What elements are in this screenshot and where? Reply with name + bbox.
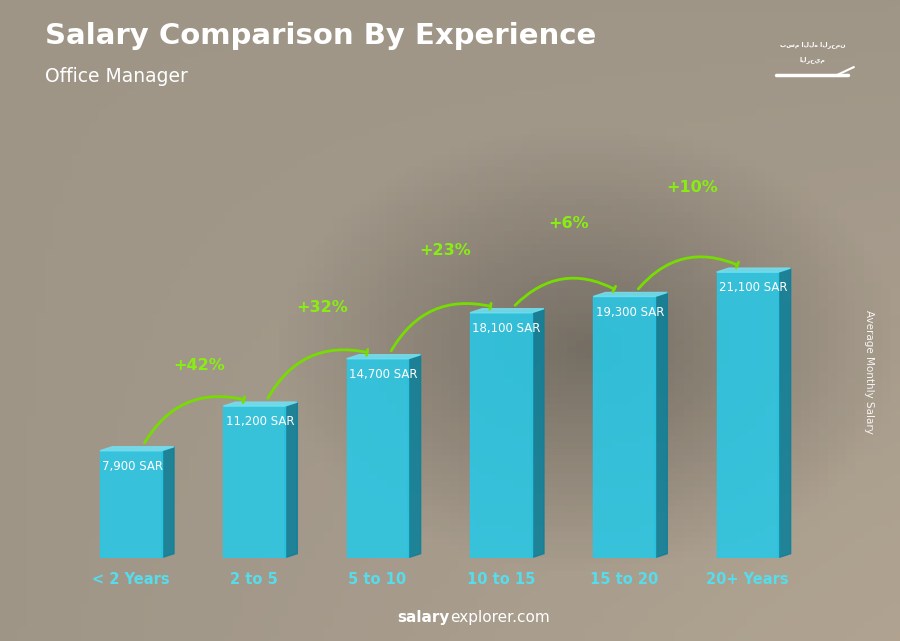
Polygon shape — [778, 268, 790, 558]
Polygon shape — [593, 297, 655, 558]
Text: Salary Comparison By Experience: Salary Comparison By Experience — [45, 22, 596, 51]
Text: بسم الله الرحمن: بسم الله الرحمن — [779, 42, 845, 49]
Text: +10%: +10% — [666, 180, 718, 196]
Polygon shape — [100, 451, 162, 558]
Polygon shape — [223, 402, 297, 406]
Text: +32%: +32% — [296, 300, 348, 315]
Polygon shape — [162, 447, 174, 558]
Polygon shape — [285, 402, 297, 558]
Polygon shape — [655, 292, 667, 558]
Text: 18,100 SAR: 18,100 SAR — [472, 322, 541, 335]
Text: 11,200 SAR: 11,200 SAR — [226, 415, 294, 428]
Text: +23%: +23% — [419, 243, 472, 258]
Polygon shape — [346, 354, 420, 359]
Polygon shape — [409, 354, 420, 558]
Polygon shape — [470, 309, 544, 313]
Polygon shape — [593, 292, 667, 297]
Text: الرحيم: الرحيم — [799, 56, 825, 63]
Text: 7,900 SAR: 7,900 SAR — [103, 460, 164, 473]
Text: Office Manager: Office Manager — [45, 67, 188, 87]
Polygon shape — [716, 272, 778, 558]
Text: 21,100 SAR: 21,100 SAR — [719, 281, 788, 294]
Polygon shape — [716, 268, 790, 272]
Text: 19,300 SAR: 19,300 SAR — [596, 306, 664, 319]
Polygon shape — [223, 406, 285, 558]
Text: salary: salary — [398, 610, 450, 625]
Text: +42%: +42% — [173, 358, 224, 373]
Text: explorer.com: explorer.com — [450, 610, 550, 625]
Polygon shape — [346, 359, 409, 558]
Polygon shape — [100, 447, 174, 451]
Text: Average Monthly Salary: Average Monthly Salary — [863, 310, 874, 434]
Text: 14,700 SAR: 14,700 SAR — [349, 368, 418, 381]
Polygon shape — [532, 309, 544, 558]
Text: +6%: +6% — [548, 216, 589, 231]
Polygon shape — [470, 313, 532, 558]
